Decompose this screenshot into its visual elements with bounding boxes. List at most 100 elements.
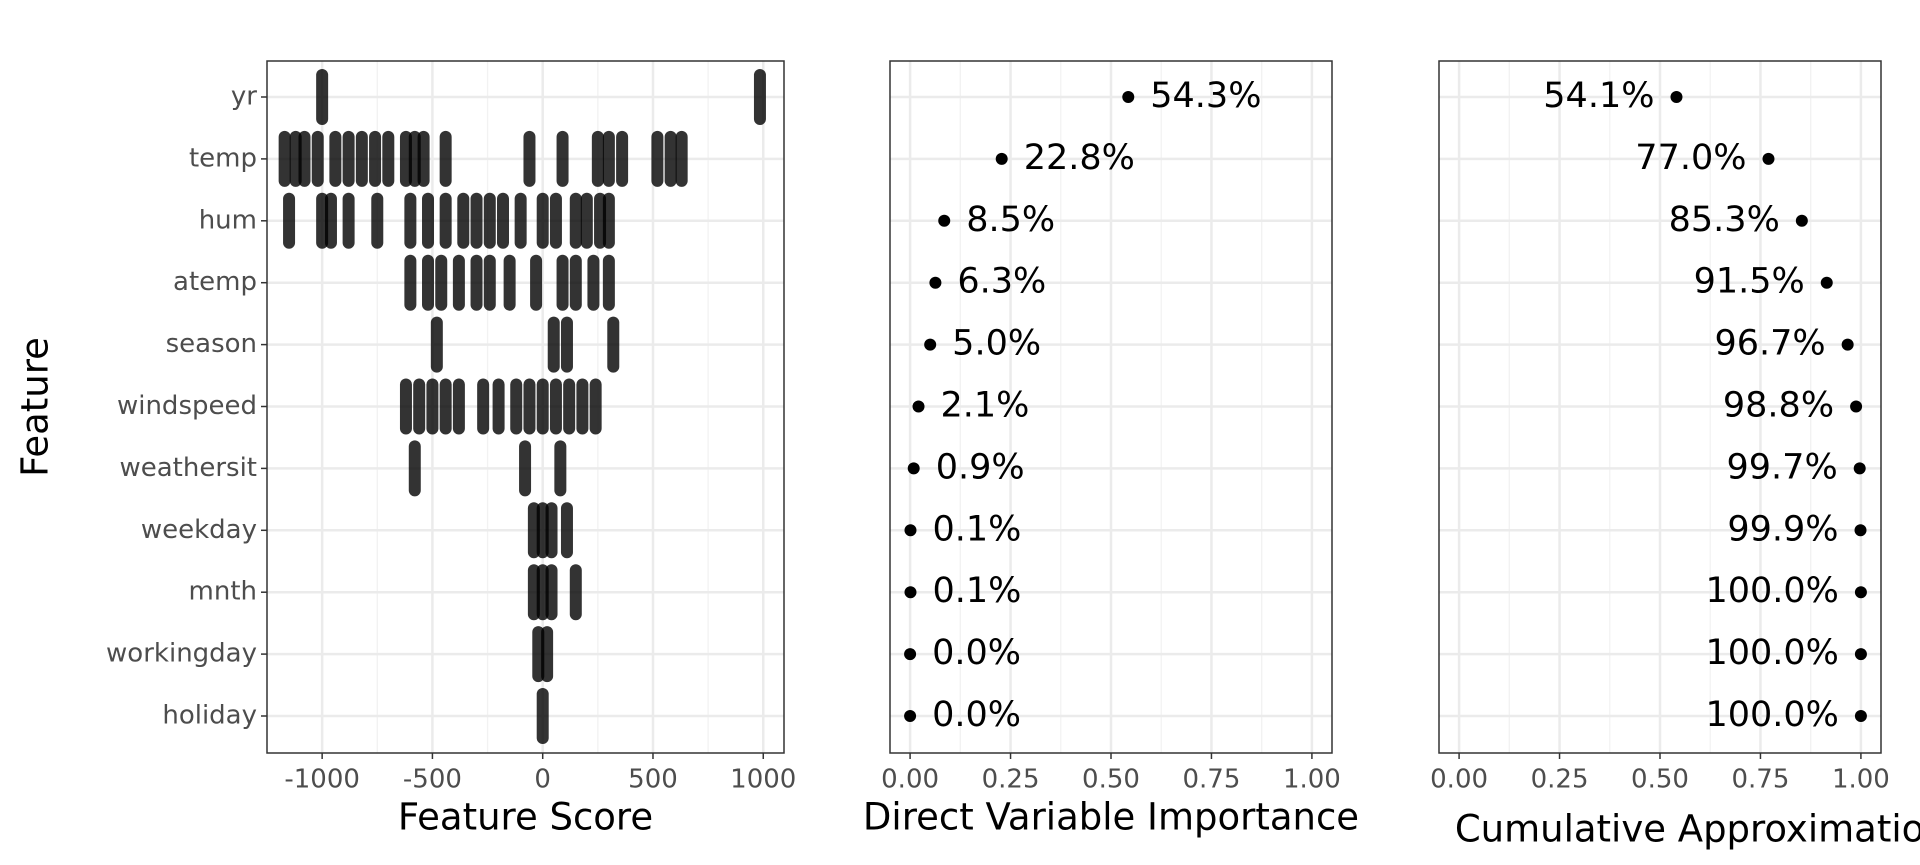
point-strip	[477, 378, 490, 435]
point-strip	[547, 316, 560, 373]
y-tick-label: hum	[199, 205, 257, 235]
point-strip	[298, 130, 311, 187]
point-strip	[602, 254, 615, 311]
point	[1854, 524, 1867, 537]
point-strip	[587, 254, 600, 311]
point-strip	[457, 192, 470, 249]
point-strip	[470, 192, 483, 249]
point	[904, 524, 917, 537]
y-axis-title: Feature	[14, 337, 57, 477]
point-strip	[536, 192, 549, 249]
value-label: 0.9%	[936, 447, 1025, 487]
point-strip	[664, 130, 677, 187]
point-strip	[435, 254, 448, 311]
point-strip	[452, 254, 465, 311]
point-strip	[536, 378, 549, 435]
point-strip	[426, 378, 439, 435]
value-label: 91.5%	[1694, 262, 1805, 302]
point-strip	[329, 130, 342, 187]
x-tick-label: 0.00	[881, 765, 939, 795]
point-strip	[519, 440, 532, 497]
point-strip	[753, 69, 766, 125]
value-label: 22.8%	[1024, 138, 1135, 178]
x-tick-label: 1000	[730, 765, 796, 795]
panel-border	[1438, 60, 1882, 754]
value-label: 85.3%	[1669, 200, 1780, 240]
point-strip	[536, 688, 549, 744]
y-tick-label: holiday	[162, 701, 257, 731]
y-tick-label: weekday	[141, 515, 257, 545]
point-strip	[430, 316, 443, 373]
point-strip	[483, 254, 496, 311]
y-tick-label: windspeed	[117, 391, 257, 421]
value-label: 100.0%	[1705, 695, 1838, 735]
point	[1853, 462, 1866, 475]
x-tick-label: 0	[534, 765, 551, 795]
x-tick-label: -1000	[284, 765, 360, 795]
value-label: 0.0%	[932, 633, 1021, 673]
panel-border	[889, 60, 1333, 754]
point	[1850, 400, 1863, 413]
point-strip	[422, 254, 435, 311]
point-strip	[556, 254, 569, 311]
point-strip	[404, 192, 417, 249]
value-label: 0.0%	[932, 695, 1021, 735]
point-strip	[554, 440, 567, 497]
point-strip	[413, 378, 426, 435]
x-axis-title: Feature Score	[398, 796, 653, 839]
point	[904, 586, 917, 599]
point	[1122, 91, 1135, 103]
point-strip	[408, 440, 421, 497]
point	[904, 710, 917, 722]
point-strip	[523, 130, 536, 187]
value-label: 0.1%	[932, 509, 1021, 549]
point-strip	[549, 192, 562, 249]
point-strip	[324, 192, 337, 249]
y-tick-label: weathersit	[119, 453, 257, 483]
point	[1795, 214, 1808, 227]
point-strip	[545, 564, 558, 621]
x-tick-label: 0.75	[1183, 765, 1241, 795]
point-strip	[602, 130, 615, 187]
point-strip	[355, 130, 368, 187]
y-tick-label: workingday	[106, 639, 257, 669]
x-axis-title: Cumulative Approximation R	[1455, 808, 1920, 851]
x-tick-label: 0.75	[1732, 765, 1790, 795]
x-tick-label: 0.00	[1430, 765, 1488, 795]
x-tick-label: 0.25	[982, 765, 1040, 795]
point-strip	[651, 130, 664, 187]
point-strip	[371, 192, 384, 249]
panel-border	[266, 60, 785, 754]
point-strip	[563, 378, 576, 435]
y-tick-label: atemp	[173, 267, 257, 297]
point	[929, 276, 942, 289]
point-strip	[439, 192, 452, 249]
point-strip	[541, 626, 554, 683]
x-tick-label: 0.25	[1531, 765, 1589, 795]
point	[1854, 586, 1867, 599]
value-label: 2.1%	[941, 386, 1030, 426]
point-strip	[316, 69, 329, 125]
point-strip	[439, 130, 452, 187]
point	[904, 648, 917, 661]
value-label: 96.7%	[1714, 324, 1825, 364]
x-tick-label: -500	[403, 765, 462, 795]
point-strip	[602, 192, 615, 249]
point-strip	[591, 130, 604, 187]
y-tick-label: yr	[231, 82, 257, 112]
point-strip	[569, 192, 582, 249]
point	[1854, 648, 1867, 661]
point-strip	[497, 192, 510, 249]
point-strip	[545, 502, 558, 559]
point-strip	[382, 130, 395, 187]
x-tick-label: 500	[628, 765, 678, 795]
y-tick-label: temp	[189, 143, 257, 173]
point-strip	[549, 378, 562, 435]
point-strip	[422, 192, 435, 249]
value-label: 100.0%	[1705, 571, 1838, 611]
x-tick-label: 1.00	[1283, 765, 1341, 795]
point-strip	[452, 378, 465, 435]
point-strip	[616, 130, 629, 187]
point-strip	[675, 130, 688, 187]
value-label: 99.7%	[1727, 447, 1838, 487]
